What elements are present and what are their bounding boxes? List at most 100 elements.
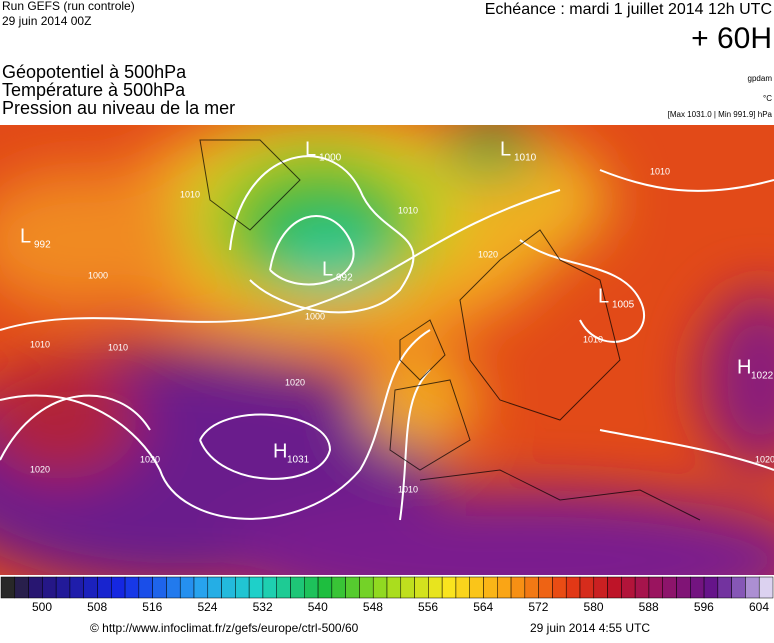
center-value: 1010 <box>514 153 537 164</box>
colorbar-tick-label: 508 <box>87 600 107 614</box>
center-value: 1022 <box>751 371 774 382</box>
colorbar-swatch <box>579 576 595 599</box>
center-value: 1000 <box>319 153 342 164</box>
colorbar-swatch <box>111 576 126 599</box>
colorbar-swatch <box>207 576 222 599</box>
lead-time: + 60H <box>691 22 772 55</box>
colorbar-swatch <box>42 576 57 599</box>
colorbar-swatch <box>414 576 429 599</box>
colorbar-swatch <box>648 576 663 599</box>
colorbar-swatch <box>152 576 167 599</box>
source: © http://www.infoclimat.fr/z/gefs/europe… <box>90 621 359 635</box>
map <box>0 125 774 575</box>
colorbar-swatch <box>662 576 677 599</box>
colorbar-swatch <box>221 576 236 599</box>
colorbar-swatch <box>235 576 250 599</box>
colorbar-swatch <box>703 576 719 599</box>
center-letter: L <box>305 138 316 160</box>
isobar-label: 1000 <box>88 270 108 280</box>
colorbar-swatch <box>676 576 691 599</box>
colorbar-swatch <box>83 576 98 599</box>
colorbar-tick-label: 604 <box>749 600 769 614</box>
run-label: Run GEFS (run controle) <box>2 0 135 13</box>
colorbar-swatch <box>497 576 512 599</box>
generated-time: 29 juin 2014 4:55 UTC <box>530 621 650 635</box>
colorbar-swatch <box>276 576 291 599</box>
isobar-label: 1020 <box>478 249 498 259</box>
title: Pression au niveau de la mer <box>2 98 235 118</box>
colorbar-swatch <box>593 576 608 599</box>
colorbar-tick-label: 596 <box>694 600 714 614</box>
colorbar-swatch <box>317 576 333 599</box>
colorbar-swatch <box>14 576 29 599</box>
colorbar-tick-label: 524 <box>197 600 217 614</box>
center-value: 992 <box>336 273 353 284</box>
colorbar-tick-label: 540 <box>308 600 328 614</box>
center-letter: L <box>500 138 511 160</box>
colorbar-swatch <box>193 576 209 599</box>
colorbar-swatch <box>469 576 484 599</box>
title: Géopotentiel à 500hPa <box>2 62 187 82</box>
isobar-label: 1020 <box>755 454 774 464</box>
title: Température à 500hPa <box>2 80 186 100</box>
colorbar-swatch <box>331 576 346 599</box>
colorbar-swatch <box>428 576 443 599</box>
colorbar-swatch <box>372 576 388 599</box>
unit: °C <box>763 94 772 103</box>
isobar-label: 1020 <box>140 454 160 464</box>
colorbar-swatch <box>166 576 181 599</box>
colorbar-swatch <box>441 576 457 599</box>
isobar-label: 1020 <box>285 377 305 387</box>
colorbar-swatch <box>248 576 264 599</box>
colorbar-swatch <box>634 576 650 599</box>
colorbar-swatch <box>179 576 195 599</box>
forecast-time: Echéance : mardi 1 juillet 2014 12h UTC <box>485 1 772 18</box>
colorbar-swatch <box>621 576 636 599</box>
center-letter: L <box>20 225 31 247</box>
run-date: 29 juin 2014 00Z <box>2 14 91 28</box>
isobar-label: 1020 <box>30 464 50 474</box>
colorbar-swatch <box>565 576 581 599</box>
colorbar-swatch <box>455 576 470 599</box>
unit: [Max 1031.0 | Min 991.9] hPa <box>668 110 773 119</box>
colorbar-swatch <box>758 576 774 599</box>
colorbar-swatch <box>731 576 746 599</box>
colorbar-tick-label: 588 <box>639 600 659 614</box>
colorbar-swatch <box>262 576 277 599</box>
unit: gpdam <box>748 74 773 83</box>
colorbar-tick-label: 572 <box>528 600 548 614</box>
isobar-label: 1010 <box>108 342 128 352</box>
colorbar-tick-label: 548 <box>363 600 383 614</box>
colorbar-swatch <box>124 576 140 599</box>
colorbar-swatch <box>552 576 567 599</box>
colorbar-swatch <box>304 576 319 599</box>
colorbar-swatch <box>510 576 526 599</box>
colorbar-swatch <box>745 576 760 599</box>
center-letter: H <box>273 440 287 462</box>
colorbar-swatch <box>690 576 705 599</box>
colorbar-swatch <box>290 576 305 599</box>
colorbar-swatch <box>483 576 498 599</box>
center-value: 992 <box>34 240 51 251</box>
colorbar-swatch <box>538 576 553 599</box>
colorbar-swatch <box>138 576 153 599</box>
colorbar-tick-label: 516 <box>142 600 162 614</box>
center-letter: L <box>598 285 609 307</box>
colorbar-tick-label: 564 <box>473 600 493 614</box>
center-letter: L <box>322 258 333 280</box>
colorbar-swatch <box>386 576 402 599</box>
isobar-label: 1010 <box>583 334 603 344</box>
colorbar-tick-label: 500 <box>32 600 52 614</box>
center-value: 1031 <box>287 455 310 466</box>
isobar-label: 1010 <box>650 166 670 176</box>
colorbar-swatch <box>345 576 360 599</box>
center-value: 1005 <box>612 300 635 311</box>
colorbar-tick-label: 556 <box>418 600 438 614</box>
center-letter: H <box>737 356 751 378</box>
colorbar-swatch <box>97 576 112 599</box>
colorbar-tick-label: 580 <box>584 600 604 614</box>
colorbar-swatch <box>69 576 84 599</box>
colorbar-tick-label: 532 <box>253 600 273 614</box>
colorbar-swatch <box>607 576 622 599</box>
